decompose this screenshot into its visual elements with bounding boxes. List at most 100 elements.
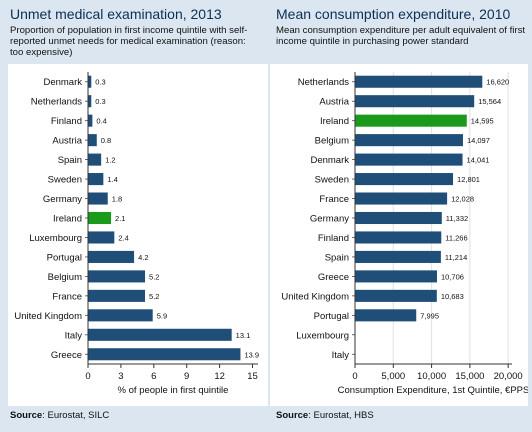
left-category-label-belgium: Belgium xyxy=(48,272,82,283)
left-bar-spain xyxy=(88,153,102,166)
left-category-label-united-kingdom: United Kingdom xyxy=(14,311,82,322)
left-bar-ireland xyxy=(88,211,112,225)
left-bar-united-kingdom xyxy=(88,309,153,322)
right-value-label-france: 12,028 xyxy=(451,195,474,204)
left-value-label-ireland: 2.1 xyxy=(115,214,125,223)
left-value-label-luxembourg: 2.4 xyxy=(118,233,128,242)
right-category-label-greece: Greece xyxy=(318,272,349,283)
right-source-text: : Eurostat, HBS xyxy=(308,410,374,421)
right-value-label-sweden: 12,801 xyxy=(457,175,480,184)
right-value-label-ireland: 14,595 xyxy=(471,117,494,126)
left-category-label-france: France xyxy=(52,291,82,302)
left-bar-chart: Denmark 0.3 Netherlands 0.3 Finland 0.4 Austri… xyxy=(8,64,268,406)
right-source-note: Source: Eurostat, HBS xyxy=(276,410,374,421)
right-category-label-sweden: Sweden xyxy=(315,175,349,186)
right-category-label-germany: Germany xyxy=(310,214,349,225)
left-bar-portugal xyxy=(88,250,135,263)
right-value-label-finland: 11,266 xyxy=(445,233,467,242)
left-value-label-belgium: 5.2 xyxy=(149,272,159,281)
left-value-label-greece: 13.9 xyxy=(244,350,259,359)
left-category-label-ireland: Ireland xyxy=(53,214,82,225)
left-category-label-netherlands: Netherlands xyxy=(31,97,82,108)
left-category-label-denmark: Denmark xyxy=(43,77,82,88)
right-category-label-finland: Finland xyxy=(318,233,349,244)
left-category-label-italy: Italy xyxy=(65,330,83,341)
right-source-label: Source xyxy=(276,410,309,421)
left-value-label-france: 5.2 xyxy=(149,292,159,301)
right-value-label-greece: 10,706 xyxy=(441,272,464,281)
left-source-label: Source xyxy=(10,410,43,421)
left-chart-title: Unmet medical examination, 2013 xyxy=(10,6,222,22)
left-category-label-germany: Germany xyxy=(43,194,82,205)
right-x-tick-label: 5,000 xyxy=(381,371,405,382)
right-value-label-germany: 11,332 xyxy=(446,214,468,223)
right-bar-portugal xyxy=(355,309,417,322)
left-value-label-finland: 0.4 xyxy=(96,117,106,126)
left-bar-netherlands xyxy=(88,95,92,108)
right-value-label-belgium: 14,097 xyxy=(467,136,490,145)
right-bar-chart: Netherlands 16,620 Austria 15,564 Ireland 14,… xyxy=(270,64,528,406)
left-category-label-portugal: Portugal xyxy=(47,252,82,263)
right-bar-belgium xyxy=(355,134,463,147)
right-bar-germany xyxy=(355,211,442,225)
left-bar-sweden xyxy=(88,173,104,186)
left-x-tick-label: 9 xyxy=(184,371,189,382)
right-bar-france xyxy=(355,192,448,205)
left-value-label-netherlands: 0.3 xyxy=(95,97,105,106)
left-x-tick-label: 12 xyxy=(214,371,225,382)
right-category-label-portugal: Portugal xyxy=(314,311,349,322)
left-category-label-spain: Spain xyxy=(58,155,82,166)
right-category-label-austria: Austria xyxy=(319,97,349,108)
right-bar-netherlands xyxy=(355,75,483,88)
right-category-label-ireland: Ireland xyxy=(320,116,349,127)
left-value-label-sweden: 1.4 xyxy=(107,175,117,184)
right-category-label-luxembourg: Luxembourg xyxy=(296,330,349,341)
right-bar-spain xyxy=(355,250,441,263)
left-bar-greece xyxy=(88,348,241,361)
right-value-label-denmark: 14,041 xyxy=(467,156,490,165)
right-category-label-france: France xyxy=(319,194,349,205)
right-category-label-netherlands: Netherlands xyxy=(298,77,349,88)
right-x-tick-label: 10,000 xyxy=(417,371,446,382)
left-bar-austria xyxy=(88,134,97,147)
right-bar-united-kingdom xyxy=(355,289,437,302)
right-bar-ireland xyxy=(355,114,467,127)
left-x-tick-label: 6 xyxy=(151,371,156,382)
left-x-axis-title: % of people in first quintile xyxy=(118,385,229,396)
left-value-label-italy: 13.1 xyxy=(236,331,251,340)
right-category-label-belgium: Belgium xyxy=(315,136,349,147)
left-bar-finland xyxy=(88,114,93,127)
left-value-label-austria: 0.8 xyxy=(101,136,111,145)
right-value-label-spain: 11,214 xyxy=(445,253,467,262)
right-value-label-united-kingdom: 10,683 xyxy=(441,292,464,301)
right-category-label-spain: Spain xyxy=(325,252,349,263)
left-category-label-luxembourg: Luxembourg xyxy=(29,233,82,244)
left-source-note: Source: Eurostat, SILC xyxy=(10,410,109,421)
left-x-tick-label: 15 xyxy=(247,371,258,382)
left-bar-denmark xyxy=(88,75,92,88)
left-chart-subtitle: Proportion of population in first income… xyxy=(10,25,248,58)
left-category-label-sweden: Sweden xyxy=(48,175,82,186)
left-value-label-spain: 1.2 xyxy=(105,156,115,165)
right-value-label-portugal: 7,995 xyxy=(420,311,439,320)
left-bar-luxembourg xyxy=(88,231,115,244)
right-category-label-united-kingdom: United Kingdom xyxy=(281,291,349,302)
right-x-tick-label: 0 xyxy=(352,371,357,382)
left-x-tick-label: 3 xyxy=(118,371,123,382)
right-bar-austria xyxy=(355,95,475,108)
right-chart-subtitle: Mean consumption expenditure per adult e… xyxy=(276,25,526,47)
right-bar-finland xyxy=(355,231,442,244)
left-value-label-portugal: 4.2 xyxy=(138,253,148,262)
right-category-label-denmark: Denmark xyxy=(310,155,349,166)
left-value-label-denmark: 0.3 xyxy=(95,78,105,87)
right-bar-greece xyxy=(355,270,437,283)
right-x-tick-label: 20,000 xyxy=(494,371,523,382)
right-x-axis-title: Consumption Expenditure, 1st Quintile, €… xyxy=(338,385,528,396)
left-bar-france xyxy=(88,289,146,302)
left-bar-germany xyxy=(88,192,108,205)
left-value-label-united-kingdom: 5.9 xyxy=(157,311,167,320)
left-x-tick-label: 0 xyxy=(85,371,90,382)
left-source-text: : Eurostat, SILC xyxy=(42,410,110,421)
left-bar-belgium xyxy=(88,270,146,283)
left-category-label-austria: Austria xyxy=(52,136,82,147)
